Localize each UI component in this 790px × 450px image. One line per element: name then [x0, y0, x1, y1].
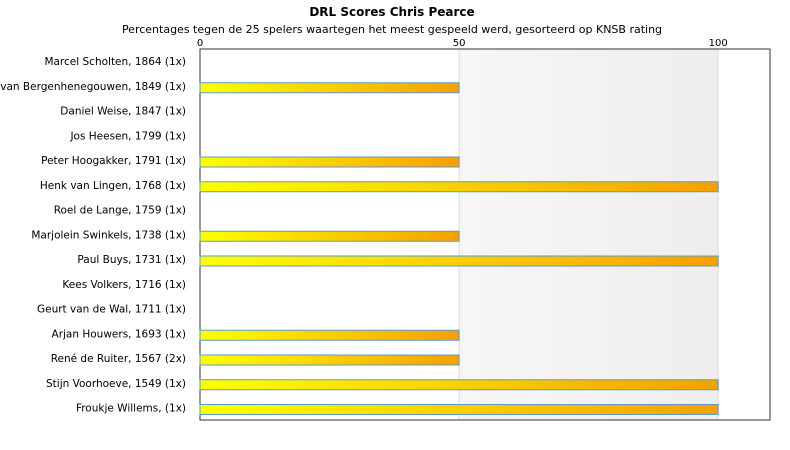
category-label: Daniel Weise, 1847 (1x) — [60, 106, 186, 118]
bar — [199, 329, 460, 341]
bar — [199, 354, 460, 366]
category-label: Jan van Bergenhenegouwen, 1849 (1x) — [0, 81, 186, 93]
category-label: Marcel Scholten, 1864 (1x) — [44, 56, 186, 68]
grid-band — [459, 49, 719, 420]
bar — [199, 230, 460, 242]
category-label: Jos Heesen, 1799 (1x) — [69, 130, 186, 142]
bar — [199, 404, 719, 415]
category-label: Kees Volkers, 1716 (1x) — [62, 279, 186, 291]
plot-area: 0 50 100 Marcel Scholten, 1864 (1x) Jan van … — [0, 38, 771, 421]
category-label: René de Ruiter, 1567 (2x) — [51, 353, 186, 365]
x-tick-label: 0 — [197, 38, 203, 49]
bar — [199, 255, 719, 267]
category-label: Henk van Lingen, 1768 (1x) — [40, 180, 186, 192]
bar — [199, 82, 460, 94]
category-label: Paul Buys, 1731 (1x) — [77, 254, 186, 266]
category-label: Geurt van de Wal, 1711 (1x) — [37, 304, 186, 316]
bar — [199, 181, 719, 193]
x-tick-label: 100 — [709, 38, 728, 49]
bar — [199, 156, 460, 168]
category-label: Marjolein Swinkels, 1738 (1x) — [31, 229, 186, 241]
category-label: Arjan Houwers, 1693 (1x) — [52, 328, 186, 340]
x-tick-label: 50 — [453, 38, 466, 49]
chart-title: DRL Scores Chris Pearce — [309, 5, 474, 19]
category-label: Roel de Lange, 1759 (1x) — [54, 205, 186, 217]
category-label: Peter Hoogakker, 1791 (1x) — [41, 155, 186, 167]
chart-subtitle: Percentages tegen de 25 spelers waartege… — [122, 23, 662, 36]
bar — [199, 379, 719, 391]
category-label: Froukje Willems, (1x) — [76, 403, 186, 415]
category-label: Stijn Voorhoeve, 1549 (1x) — [46, 378, 186, 390]
